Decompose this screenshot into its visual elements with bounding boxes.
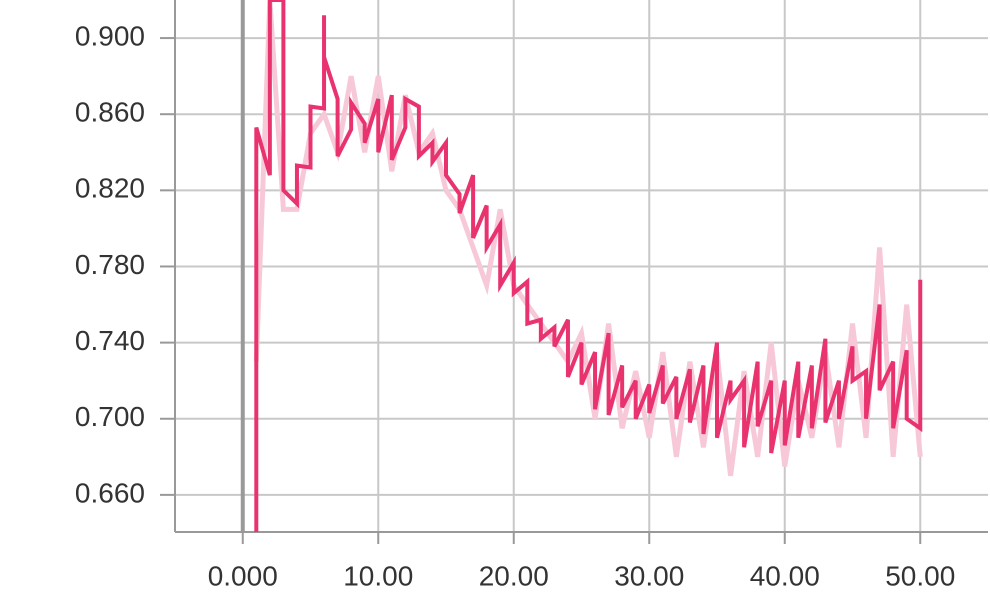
series-line	[254, 0, 923, 532]
series-line	[253, 0, 923, 477]
y-tick-label: 0.660	[75, 477, 145, 508]
x-tick-label: 50.00	[885, 560, 955, 591]
y-tick-label: 0.740	[75, 325, 145, 356]
y-tick-label: 0.860	[75, 97, 145, 128]
x-tick-label: 0.000	[208, 560, 278, 591]
x-tick-label: 10.00	[343, 560, 413, 591]
y-tick-label: 0.900	[75, 20, 145, 51]
x-tick-label: 40.00	[750, 560, 820, 591]
y-tick-label: 0.780	[75, 249, 145, 280]
x-tick-label: 20.00	[479, 560, 549, 591]
y-tick-label: 0.820	[75, 173, 145, 204]
x-tick-label: 30.00	[614, 560, 684, 591]
y-tick-label: 0.700	[75, 401, 145, 432]
